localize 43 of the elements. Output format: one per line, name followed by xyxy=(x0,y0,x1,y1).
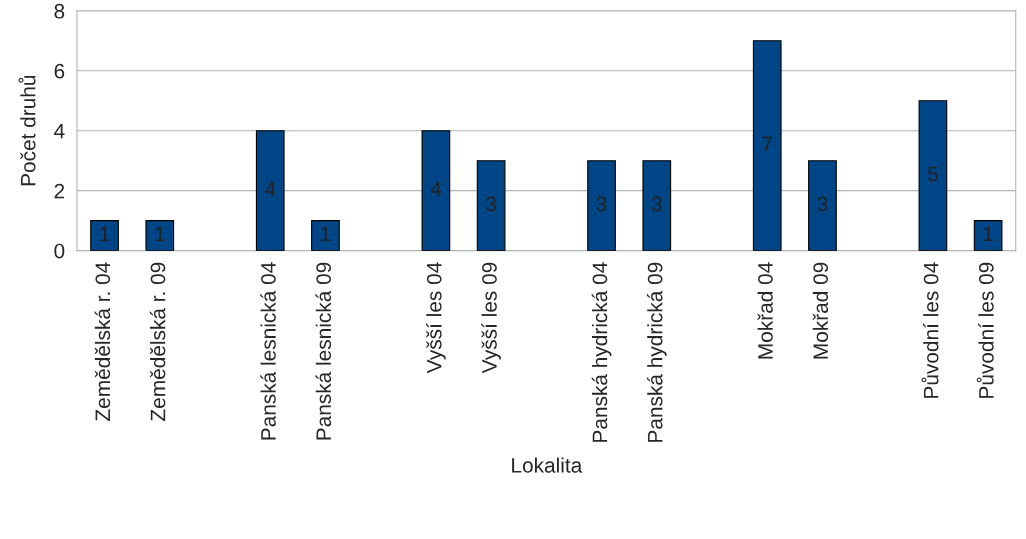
bar xyxy=(311,220,340,251)
bar xyxy=(752,40,782,251)
x-tick-label: Původní les 04 xyxy=(921,262,939,398)
y-tick-label: 0 xyxy=(54,243,65,259)
bar xyxy=(145,220,175,251)
x-tick-label: Panská lesnická 09 xyxy=(315,262,332,440)
bar xyxy=(255,130,285,251)
x-axis-title: Lokalita xyxy=(512,457,583,473)
data-label: 5 xyxy=(927,166,938,182)
x-tick-label: Panská lesnická 04 xyxy=(260,262,276,440)
x-tick-label: Zemědělská r. 09 xyxy=(149,262,166,421)
data-label: 3 xyxy=(651,196,662,212)
y-tick-label: 4 xyxy=(54,123,65,139)
bar xyxy=(642,160,672,251)
x-tick-label: Zemědělská r. 04 xyxy=(94,262,111,421)
data-label: 1 xyxy=(983,226,993,242)
bar xyxy=(476,160,506,251)
y-tick-label: 6 xyxy=(54,63,65,79)
bar xyxy=(918,100,948,251)
data-label: 1 xyxy=(321,226,331,242)
data-label: 3 xyxy=(817,196,828,212)
x-tick-label: Mokřad 09 xyxy=(812,262,829,359)
x-tick-label: Mokřad 04 xyxy=(757,262,773,359)
data-label: 1 xyxy=(155,226,165,242)
bar xyxy=(90,220,119,251)
data-label: 7 xyxy=(762,136,772,152)
y-tick-label: 2 xyxy=(54,183,65,199)
bar xyxy=(973,220,1003,251)
x-tick-label: Panská hydrická 04 xyxy=(591,262,612,442)
data-label: 1 xyxy=(100,226,110,242)
bar xyxy=(421,130,451,251)
x-tick-label: Panská hydrická 09 xyxy=(646,262,667,442)
data-label: 4 xyxy=(264,181,276,197)
y-tick-label: 8 xyxy=(54,3,65,19)
data-label: 4 xyxy=(430,181,442,197)
y-axis-title: Počet druhů xyxy=(18,75,36,186)
x-tick-label: Vyšší les 09 xyxy=(481,262,501,374)
bar xyxy=(587,160,616,251)
x-tick-label: Vyšší les 04 xyxy=(426,262,446,374)
bar xyxy=(808,160,837,251)
data-label: 3 xyxy=(486,196,496,212)
x-tick-label: Původní les 09 xyxy=(976,262,994,398)
data-label: 3 xyxy=(596,196,607,212)
